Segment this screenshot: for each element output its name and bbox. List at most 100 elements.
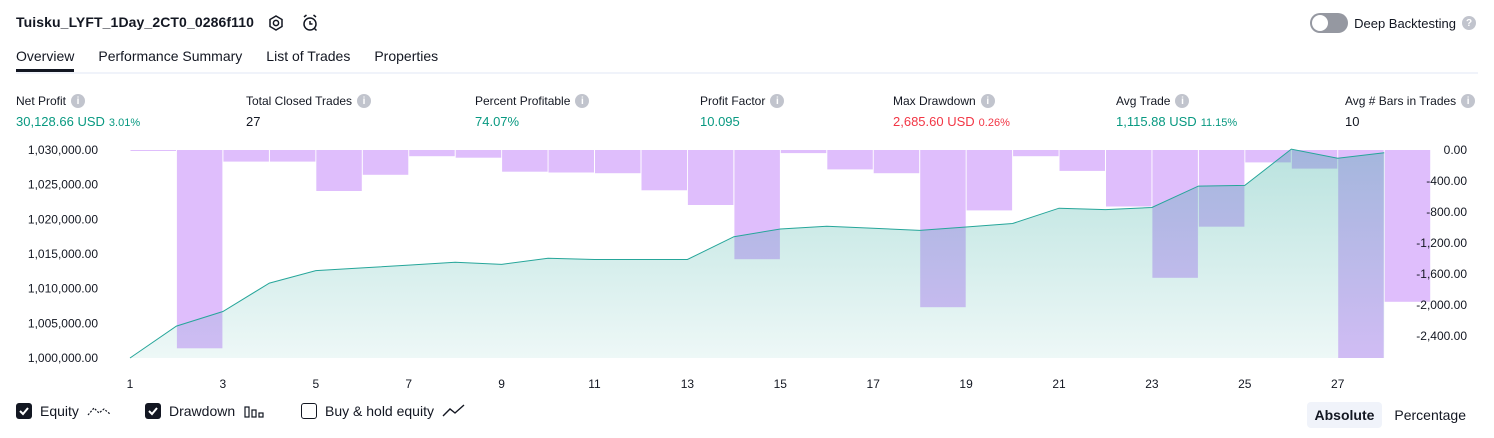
x-axis-tick-label: 5 [312, 377, 319, 391]
drawdown-bar [316, 150, 362, 191]
info-icon[interactable]: i [357, 94, 372, 108]
metric-value-text: 1,115.88 USD [1116, 114, 1197, 129]
left-axis-tick-label: 1,005,000.00 [28, 316, 98, 330]
x-axis-tick-label: 17 [867, 377, 881, 391]
drawdown-bar [595, 150, 641, 174]
drawdown-bar [362, 150, 409, 175]
x-axis-tick-label: 15 [774, 377, 788, 391]
info-icon[interactable]: i [770, 94, 785, 108]
info-icon[interactable]: i [1175, 94, 1190, 108]
metric-value: 74.07% [475, 114, 589, 129]
metric-value-text: 30,128.66 USD [16, 114, 105, 129]
legend-drawdown[interactable]: Drawdown [145, 403, 265, 419]
drawdown-label: Drawdown [169, 403, 236, 419]
drawdown-bar [780, 150, 827, 154]
metric-percent: 3.01% [108, 117, 141, 129]
legend-equity[interactable]: Equity [16, 403, 111, 419]
drawdown-bar [548, 150, 594, 173]
metric-avg-trade: Avg Trade i 1,115.88 USD 11.15% [1116, 94, 1237, 129]
tab-properties[interactable]: Properties [374, 48, 439, 64]
metric-value-text: 10.095 [700, 114, 740, 129]
left-axis-tick-label: 1,030,000.00 [28, 143, 98, 157]
metric-value: 10 [1345, 114, 1475, 129]
x-axis-tick-label: 7 [405, 377, 412, 391]
drawdown-bar [502, 150, 548, 172]
metric-percent: 11.15% [1200, 117, 1238, 129]
drawdown-bar [873, 150, 920, 174]
left-axis-tick-label: 1,000,000.00 [28, 351, 98, 365]
metric-percent: 0.26% [978, 117, 1010, 129]
info-icon[interactable]: i [1461, 94, 1476, 108]
metric-value: 27 [246, 114, 371, 129]
metric-label: Percent Profitable [475, 94, 571, 108]
info-icon[interactable]: i [575, 94, 590, 108]
right-axis-tick-label: -1,600.00 [1416, 267, 1467, 281]
metric-profit-factor: Profit Factor i 10.095 [700, 94, 785, 129]
drawdown-bar [1384, 150, 1431, 302]
equity-line [129, 148, 1385, 359]
strategy-title: Tuisku_LYFT_1Day_2CT0_0286f110 [16, 14, 255, 30]
alarm-clock-icon[interactable] [300, 13, 320, 33]
right-axis-tick-label: -2,400.00 [1416, 329, 1467, 343]
x-axis-tick-label: 23 [1145, 377, 1159, 391]
left-axis-tick-label: 1,025,000.00 [28, 178, 98, 192]
buy-hold-label: Buy & hold equity [325, 403, 434, 419]
buy-hold-checkbox[interactable] [301, 403, 317, 419]
x-axis-tick-label: 1 [127, 377, 134, 391]
drawdown-bar [409, 150, 455, 157]
metric-percent-profitable: Percent Profitable i 74.07% [475, 94, 590, 129]
x-axis-tick-label: 13 [681, 377, 695, 391]
tab-overview[interactable]: Overview [16, 48, 75, 72]
equity-checkbox[interactable] [16, 403, 32, 419]
x-axis-tick-label: 27 [1331, 377, 1345, 391]
metric-label: Profit Factor [700, 94, 766, 108]
trend-line-icon [442, 404, 465, 417]
help-icon[interactable]: ? [1462, 16, 1476, 30]
metric-avg-bars-in-trades: Avg # Bars in Trades i 10 [1345, 94, 1476, 129]
info-icon[interactable]: i [71, 94, 86, 108]
drawdown-bar [455, 150, 502, 158]
x-axis-tick-label: 19 [959, 377, 973, 391]
right-axis-tick-label: -1,200.00 [1416, 236, 1467, 250]
drawdown-bar [1106, 150, 1152, 207]
metric-total-closed-trades: Total Closed Trades i 27 [246, 94, 372, 129]
equity-drawdown-chart[interactable]: 1,030,000.00 1,025,000.00 1,020,000.00 1,01… [0, 140, 1494, 398]
metric-label: Total Closed Trades [246, 94, 353, 108]
bar-chart-icon [244, 406, 264, 418]
drawdown-bar [1059, 150, 1105, 171]
tab-divider [16, 72, 1478, 74]
x-axis-tick-label: 11 [588, 377, 601, 391]
report-tabs: Overview Performance Summary List of Tra… [16, 48, 438, 72]
right-axis-tick-label: 0.00 [1444, 143, 1468, 157]
right-axis-tick-label: -400.00 [1426, 174, 1467, 188]
right-axis-tick-label: -800.00 [1426, 205, 1467, 219]
deep-backtesting-toggle[interactable] [1310, 13, 1349, 33]
metric-value: 1,115.88 USD 11.15% [1116, 114, 1237, 129]
tab-list-of-trades[interactable]: List of Trades [266, 48, 351, 64]
right-axis-ticks: 0.00 -400.00 -800.00 -1,200.00 -1,600.00 -2,0… [1416, 143, 1467, 343]
left-axis-tick-label: 1,020,000.00 [28, 212, 98, 226]
absolute-button[interactable]: Absolute [1306, 402, 1383, 428]
drawdown-bar [966, 150, 1013, 211]
metric-label: Max Drawdown [893, 94, 976, 108]
x-axis-ticks: 1 3 5 7 9 11 13 15 17 19 21 23 25 27 [127, 377, 1345, 391]
metric-label: Net Profit [16, 94, 67, 108]
metric-max-drawdown: Max Drawdown i 2,685.60 USD 0.26% [893, 94, 1010, 129]
tab-performance-summary[interactable]: Performance Summary [98, 48, 243, 64]
right-axis-tick-label: -2,000.00 [1416, 298, 1467, 312]
metric-value: 10.095 [700, 114, 784, 129]
info-icon[interactable]: i [980, 94, 995, 108]
x-axis-tick-label: 3 [220, 377, 227, 391]
left-axis-tick-label: 1,015,000.00 [28, 247, 98, 261]
metric-label: Avg # Bars in Trades [1345, 94, 1457, 108]
drawdown-bar [223, 150, 269, 162]
metric-label: Avg Trade [1116, 94, 1171, 108]
settings-icon[interactable] [266, 13, 286, 33]
equity-line-icon [87, 407, 111, 416]
equity-area [130, 149, 1385, 358]
drawdown-checkbox[interactable] [145, 403, 161, 419]
percentage-button[interactable]: Percentage [1394, 407, 1466, 423]
drawdown-bar [827, 150, 873, 170]
legend-buy-hold[interactable]: Buy & hold equity [301, 403, 466, 419]
left-axis-tick-label: 1,010,000.00 [28, 282, 98, 296]
